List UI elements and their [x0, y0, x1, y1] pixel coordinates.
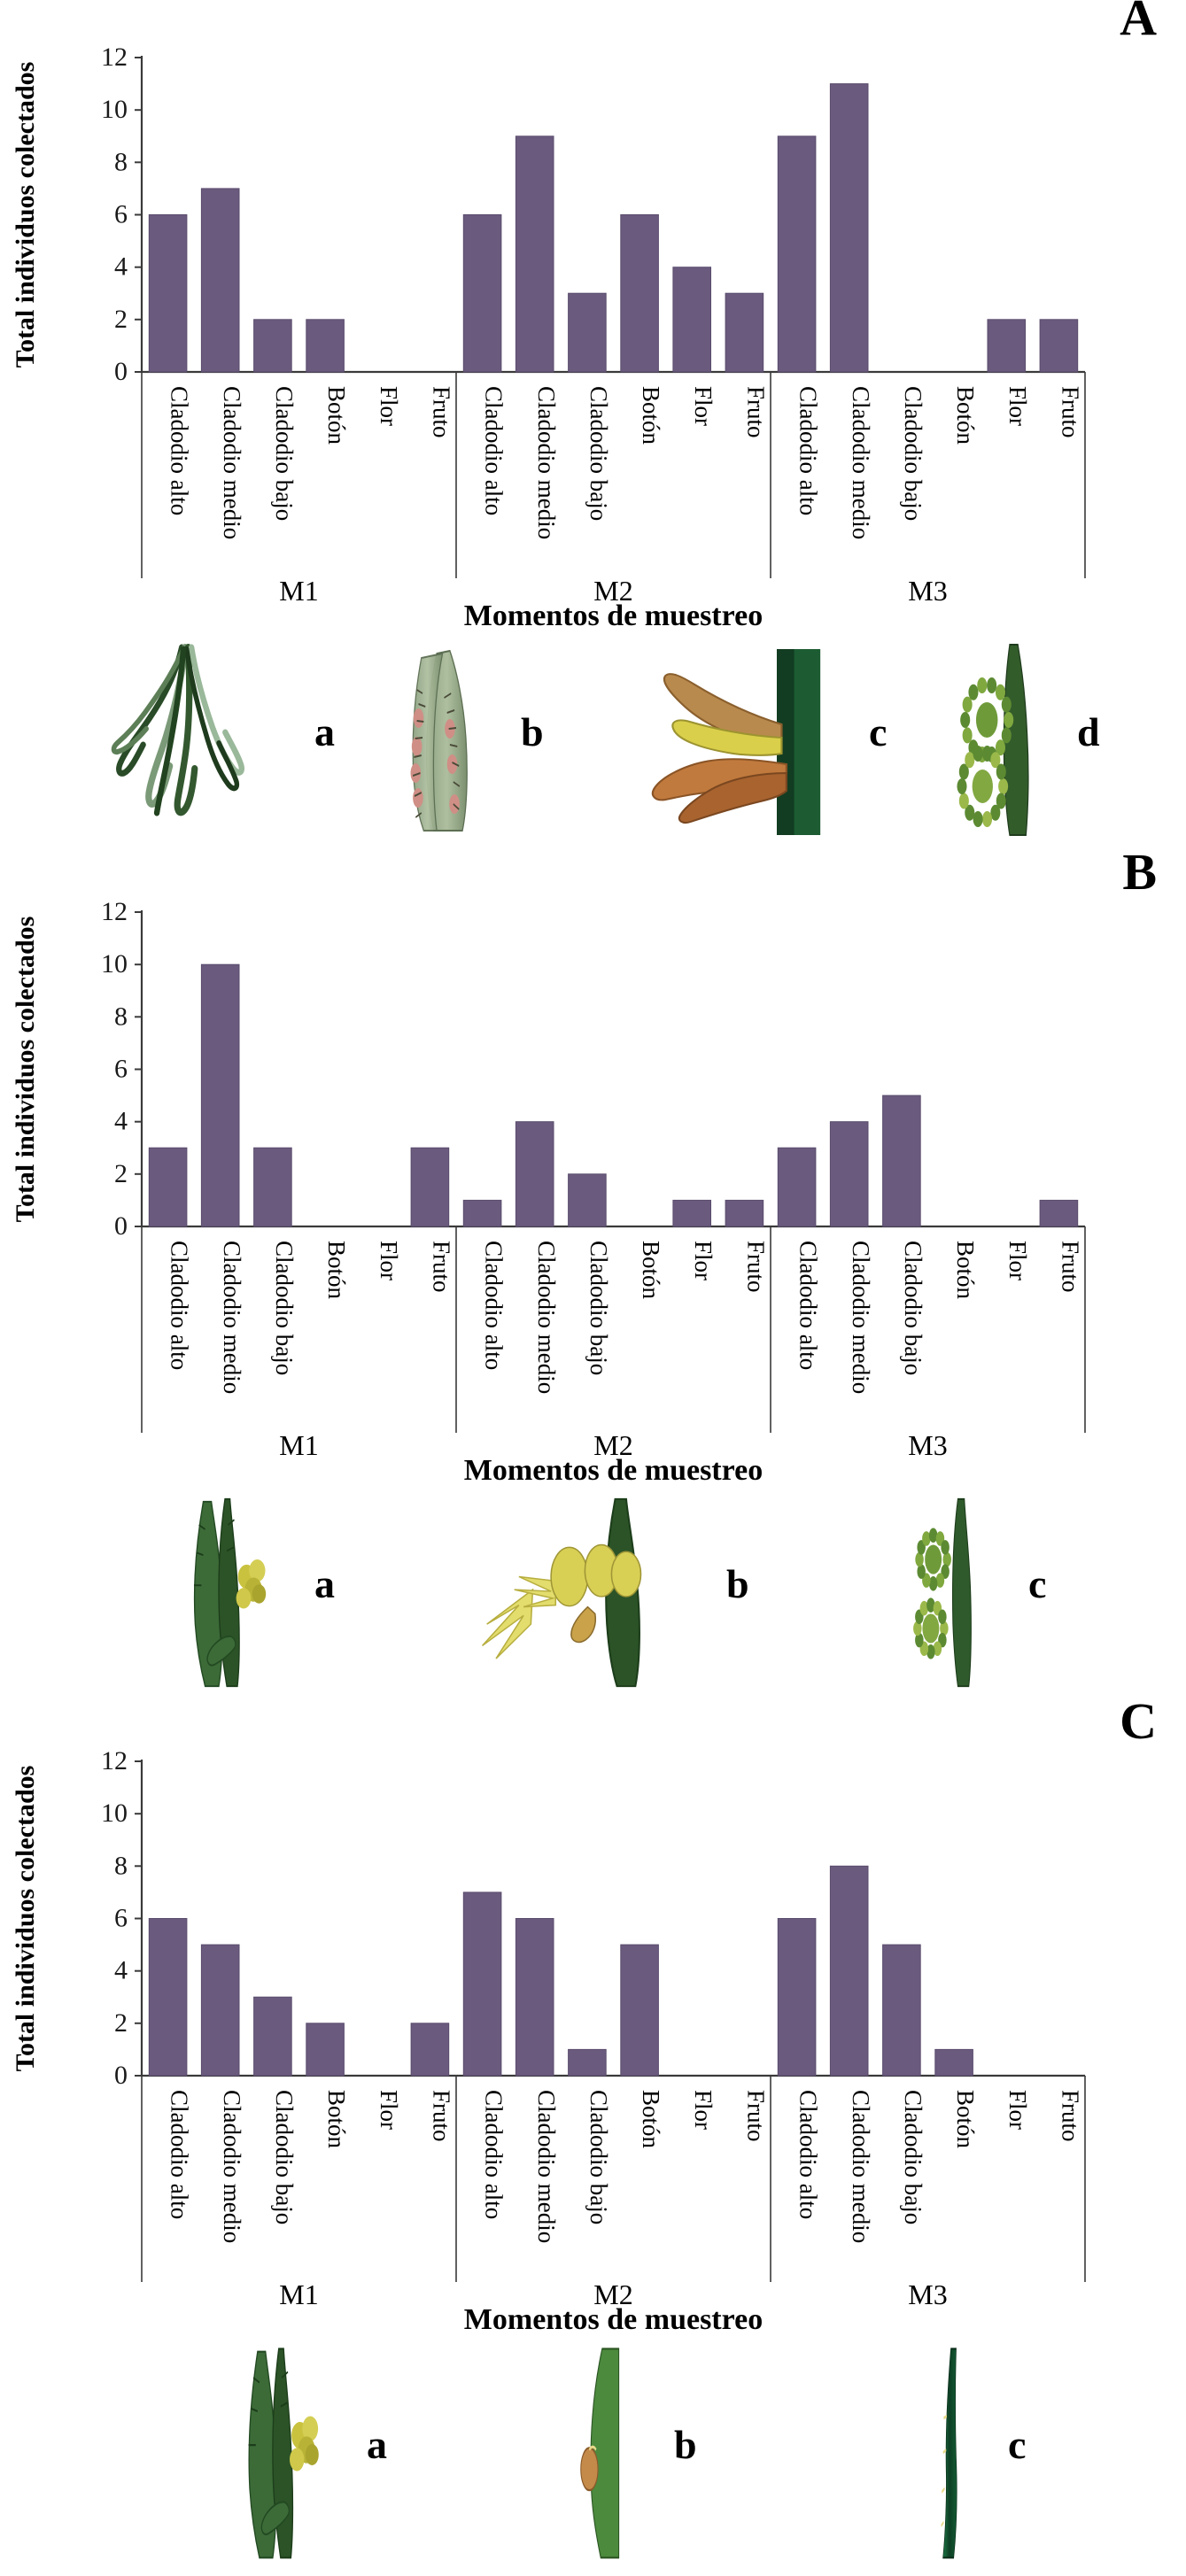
svg-text:4: 4 [114, 1956, 128, 1985]
svg-text:M3: M3 [908, 575, 947, 607]
svg-text:Cladodio bajo: Cladodio bajo [900, 1241, 926, 1375]
svg-text:Cladodio medio: Cladodio medio [848, 386, 874, 539]
svg-text:Botón: Botón [638, 2090, 664, 2149]
svg-text:Cladodio medio: Cladodio medio [533, 1241, 560, 1394]
svg-text:M1: M1 [279, 1429, 318, 1461]
svg-text:Momentos de muestreo: Momentos de muestreo [464, 2303, 763, 2336]
svg-text:Cladodio medio: Cladodio medio [533, 2090, 560, 2243]
svg-text:10: 10 [101, 1799, 128, 1828]
svg-text:Botón: Botón [323, 1241, 350, 1300]
svg-text:Flor: Flor [690, 2090, 717, 2130]
svg-text:Flor: Flor [1004, 386, 1031, 426]
svg-text:Total individuos colectados: Total individuos colectados [11, 62, 40, 368]
svg-text:Botón: Botón [323, 2090, 350, 2149]
svg-text:12: 12 [101, 897, 128, 926]
svg-text:12: 12 [101, 43, 128, 72]
svg-text:Cladodio bajo: Cladodio bajo [271, 2090, 298, 2224]
svg-text:Cladodio alto: Cladodio alto [167, 386, 193, 515]
svg-text:Flor: Flor [690, 386, 717, 426]
svg-text:Fruto: Fruto [1057, 1241, 1083, 1293]
svg-text:Flor: Flor [376, 2090, 402, 2130]
svg-text:Fruto: Fruto [428, 1241, 454, 1293]
svg-text:8: 8 [114, 1002, 128, 1031]
svg-text:Cladodio alto: Cladodio alto [795, 386, 822, 515]
svg-text:Momentos de muestreo: Momentos de muestreo [464, 1454, 763, 1487]
svg-text:Cladodio bajo: Cladodio bajo [585, 386, 612, 521]
svg-text:Flor: Flor [690, 1241, 717, 1280]
svg-text:2: 2 [114, 2008, 128, 2038]
svg-text:Cladodio alto: Cladodio alto [795, 2090, 822, 2219]
svg-text:M3: M3 [908, 1429, 947, 1461]
svg-text:6: 6 [114, 1055, 128, 1084]
svg-text:Flor: Flor [376, 1241, 402, 1280]
svg-text:Flor: Flor [1004, 1241, 1031, 1280]
svg-text:Botón: Botón [952, 1241, 979, 1300]
svg-text:0: 0 [114, 357, 128, 386]
svg-text:10: 10 [101, 95, 128, 124]
svg-text:Cladodio medio: Cladodio medio [848, 1241, 874, 1394]
svg-text:8: 8 [114, 147, 128, 176]
svg-text:Momentos de muestreo: Momentos de muestreo [464, 600, 763, 632]
svg-text:M3: M3 [908, 2278, 947, 2310]
svg-text:Botón: Botón [323, 386, 350, 445]
svg-text:Fruto: Fruto [742, 386, 769, 438]
svg-text:Cladodio medio: Cladodio medio [533, 386, 560, 539]
svg-text:Cladodio medio: Cladodio medio [219, 386, 245, 539]
svg-text:8: 8 [114, 1851, 128, 1880]
svg-text:M1: M1 [279, 575, 318, 607]
svg-text:Cladodio alto: Cladodio alto [795, 1241, 822, 1370]
svg-text:0: 0 [114, 1211, 128, 1241]
svg-text:Cladodio medio: Cladodio medio [219, 1241, 245, 1394]
svg-text:Botón: Botón [952, 2090, 979, 2149]
svg-text:2: 2 [114, 1159, 128, 1188]
svg-text:Total individuos colectados: Total individuos colectados [11, 1766, 40, 2072]
svg-text:6: 6 [114, 200, 128, 229]
svg-text:Flor: Flor [376, 386, 402, 426]
svg-text:Cladodio bajo: Cladodio bajo [900, 2090, 926, 2224]
svg-text:Fruto: Fruto [428, 386, 454, 438]
svg-text:Cladodio alto: Cladodio alto [481, 2090, 508, 2219]
svg-text:Cladodio bajo: Cladodio bajo [271, 1241, 298, 1375]
svg-text:6: 6 [114, 1904, 128, 1933]
svg-text:Cladodio bajo: Cladodio bajo [585, 2090, 612, 2224]
svg-text:Total individuos colectados: Total individuos colectados [11, 917, 40, 1223]
svg-text:Botón: Botón [638, 386, 664, 445]
svg-text:Fruto: Fruto [428, 2090, 454, 2142]
svg-text:12: 12 [101, 1746, 128, 1775]
svg-text:Fruto: Fruto [1057, 2090, 1083, 2142]
svg-text:Cladodio alto: Cladodio alto [481, 386, 508, 515]
svg-text:Botón: Botón [952, 386, 979, 445]
svg-text:Cladodio medio: Cladodio medio [219, 2090, 245, 2243]
svg-text:Cladodio medio: Cladodio medio [848, 2090, 874, 2243]
svg-text:Fruto: Fruto [742, 1241, 769, 1293]
svg-text:4: 4 [114, 1107, 128, 1136]
svg-text:Cladodio alto: Cladodio alto [481, 1241, 508, 1370]
svg-text:Cladodio alto: Cladodio alto [167, 1241, 193, 1370]
svg-text:10: 10 [101, 949, 128, 979]
svg-text:Cladodio alto: Cladodio alto [167, 2090, 193, 2219]
svg-text:4: 4 [114, 252, 128, 282]
svg-text:2: 2 [114, 305, 128, 334]
svg-text:M1: M1 [279, 2278, 318, 2310]
svg-text:Cladodio bajo: Cladodio bajo [900, 386, 926, 521]
svg-text:Cladodio bajo: Cladodio bajo [271, 386, 298, 521]
svg-text:Cladodio bajo: Cladodio bajo [585, 1241, 612, 1375]
svg-text:Fruto: Fruto [742, 2090, 769, 2142]
svg-text:Botón: Botón [638, 1241, 664, 1300]
svg-text:Flor: Flor [1004, 2090, 1031, 2130]
svg-text:0: 0 [114, 2061, 128, 2090]
svg-text:Fruto: Fruto [1057, 386, 1083, 438]
